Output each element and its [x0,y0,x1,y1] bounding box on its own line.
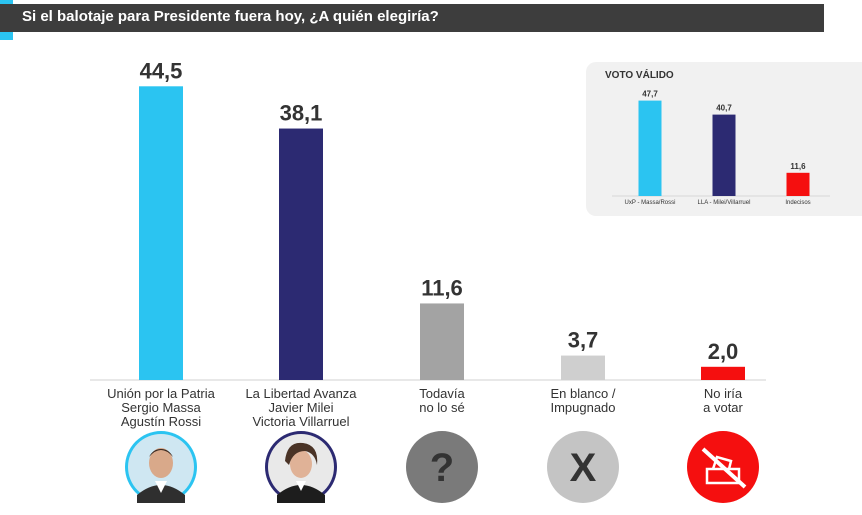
category-label: Unión por la Patria [107,386,215,401]
category-label: no lo sé [419,400,465,415]
svg-text:?: ? [430,446,454,490]
inset-bar [638,100,662,196]
inset-value-label: 47,7 [642,90,658,99]
inset-bar [712,114,736,196]
value-label: 3,7 [568,328,599,353]
value-label: 38,1 [280,101,323,126]
chart-title: Si el balotaje para Presidente fuera hoy… [22,8,439,25]
inset-bar-chart: 47,7 UxP - Massa/Rossi 40,7 LLA - Milei/Vil… [612,90,830,206]
category-label: Todavía [419,386,465,401]
inset-category-label: LLA - Milei/Villarruel [698,200,751,206]
bar [561,355,605,380]
svg-text:X: X [570,446,597,490]
inset-value-label: 11,6 [790,162,806,171]
inset-category-label: Indecisos [785,200,810,206]
bar [420,303,464,380]
sergio-massa-portrait-icon [125,431,197,503]
category-label: a votar [703,400,743,415]
category-label: Impugnado [550,400,615,415]
inset-title: VOTO VÁLIDO [605,70,674,81]
category-label: Sergio Massa [121,400,201,415]
inset-bar [786,172,810,196]
title-bar: Si el balotaje para Presidente fuera hoy… [0,4,824,32]
category-label: No iría [704,386,743,401]
value-label: 2,0 [708,339,739,364]
inset-category-label: UxP - Massa/Rossi [625,200,676,206]
value-label: 11,6 [421,275,463,300]
value-label: 44,5 [140,58,183,83]
x-mark-icon: X [547,431,619,503]
category-label: Agustín Rossi [121,414,201,429]
category-label: La Libertad Avanza [245,386,357,401]
crossed-ballot-box-icon [687,431,759,503]
category-label: En blanco / [550,386,615,401]
bar [279,128,323,380]
category-label: Javier Milei [268,400,333,415]
bar [139,86,183,381]
valid-vote-inset: VOTO VÁLIDO 47,7 UxP - Massa/Rossi 40,7 LLA… [586,62,862,216]
question-mark-icon: ? [406,431,478,503]
javier-milei-portrait-icon [265,431,337,503]
inset-value-label: 40,7 [716,104,732,113]
bar [701,366,745,380]
category-label: Victoria Villarruel [252,414,349,429]
